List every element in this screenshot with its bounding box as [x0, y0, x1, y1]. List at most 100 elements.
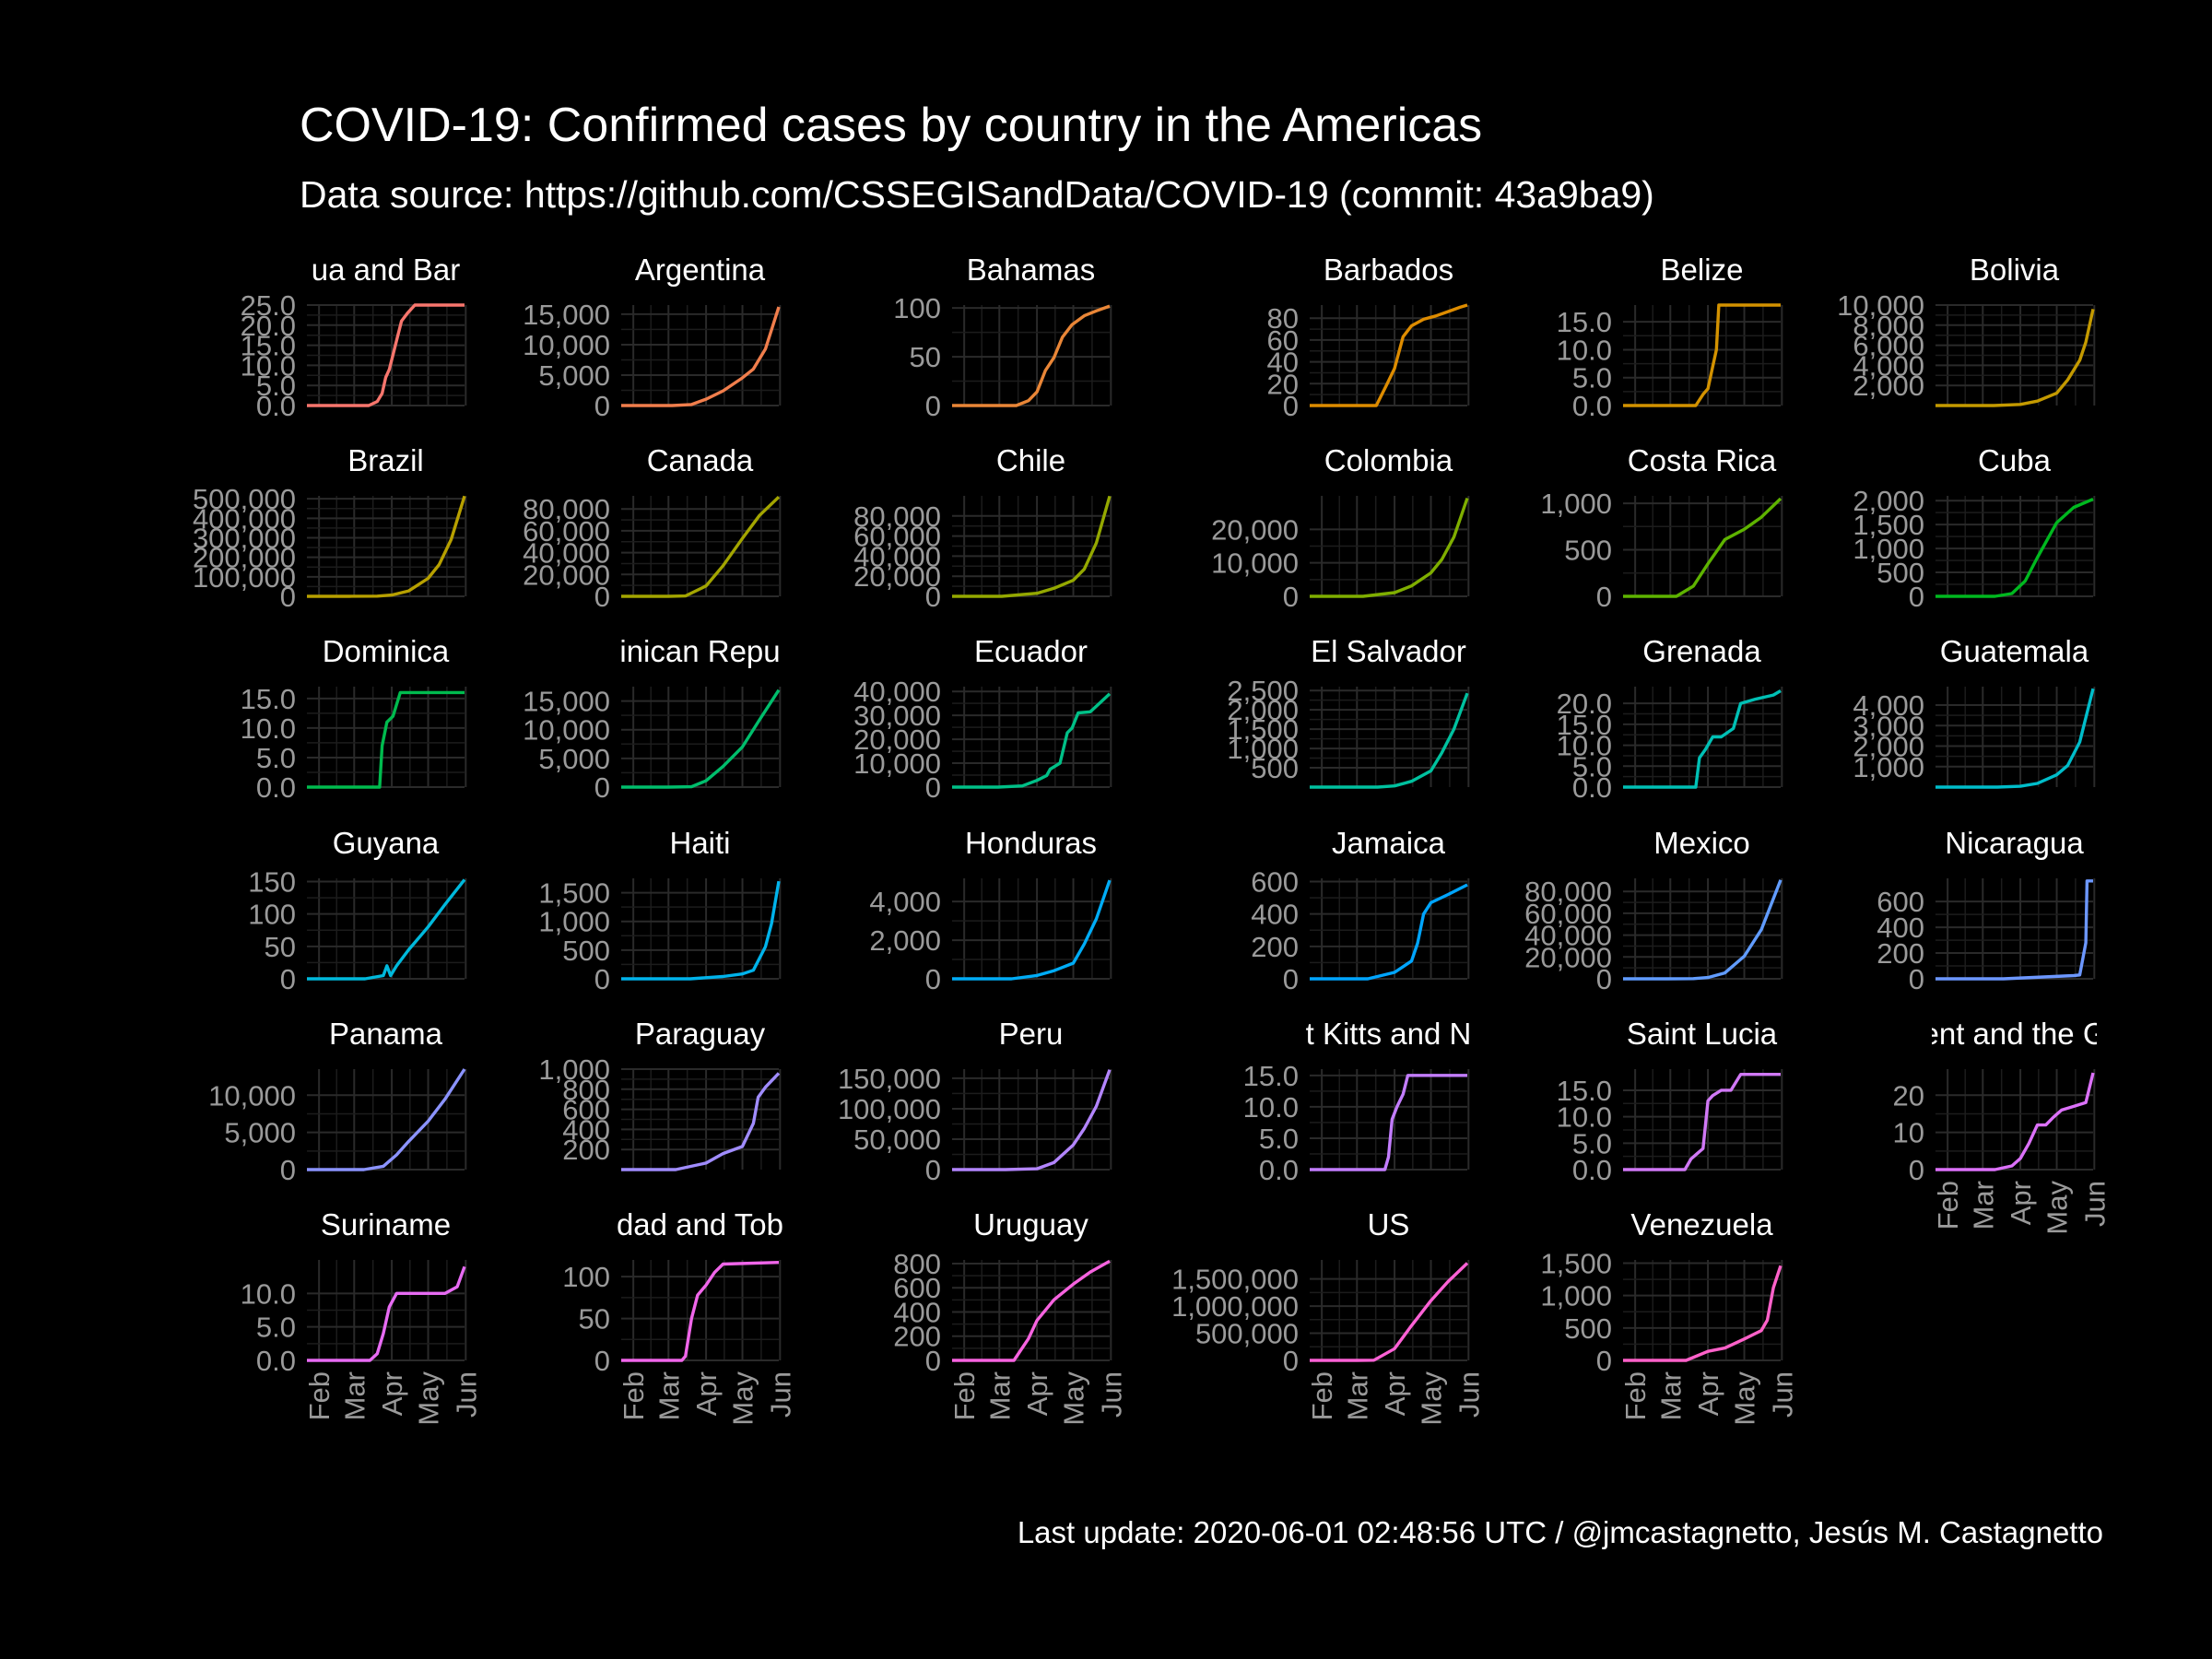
y-tick-label: 400: [1251, 899, 1299, 931]
panel-strip-label: Ecuador: [974, 634, 1088, 668]
panel-strip-label: Bahamas: [967, 253, 1095, 287]
panel-strip-label: Uruguay: [973, 1207, 1088, 1241]
y-tick-label: 20,000: [1211, 513, 1299, 546]
panel-strip-label: Venezuela: [1630, 1207, 1773, 1241]
panel-strip-label: Paraguay: [635, 1017, 766, 1051]
y-tick-label: 0.0: [256, 771, 296, 804]
x-tick-label: Feb: [1932, 1181, 1964, 1230]
y-tick-label: 600: [893, 1272, 941, 1304]
x-tick-label: May: [727, 1371, 759, 1426]
y-tick-label: 1,000: [1853, 751, 1924, 783]
x-tick-label: Jun: [764, 1371, 796, 1418]
y-tick-label: 1,000: [1853, 533, 1924, 565]
panel-10: 0 500 1,000 Costa Rica: [1540, 443, 1783, 613]
y-tick-label: 500,000: [1195, 1318, 1299, 1350]
y-tick-label: 1,500,000: [1171, 1264, 1299, 1296]
series-line: [952, 879, 1112, 981]
y-tick-label: 200: [893, 1321, 941, 1353]
y-tick-label: 800: [562, 1074, 610, 1106]
y-tick-label: 20.0: [1557, 688, 1612, 720]
panel-strip-label: Barbados: [1324, 253, 1453, 287]
series-line: [1310, 692, 1469, 789]
y-tick-label: 5.0: [1572, 1127, 1612, 1159]
panel-0: 0.05.010.015.020.025.0 ua and Bar: [241, 253, 467, 422]
panel-strip-label: Jamaica: [1332, 826, 1446, 860]
series-line: [621, 495, 781, 598]
series-line: [621, 1072, 781, 1171]
x-tick-label: Mar: [653, 1371, 685, 1420]
y-tick-label: 0.0: [1259, 1154, 1299, 1186]
series-line: [1310, 1074, 1467, 1171]
y-tick-label: 0: [280, 1154, 296, 1186]
panel-strip-label: Canada: [647, 443, 754, 477]
y-tick-label: 200,000: [193, 542, 296, 574]
x-tick-label: May: [413, 1371, 445, 1426]
panel-strip-label: inican Repu: [619, 634, 780, 668]
chart-title: COVID-19: Confirmed cases by country in …: [300, 99, 1482, 152]
y-tick-label: 15.0: [241, 330, 296, 362]
series-line: [621, 880, 781, 981]
series-line: [1936, 498, 2094, 598]
y-tick-label: 40,000: [853, 676, 941, 708]
y-tick-label: 1,000: [538, 906, 610, 938]
y-tick-label: 10,000: [208, 1079, 296, 1112]
y-tick-label: 2,000: [869, 924, 941, 957]
panel-strip-label: Panama: [329, 1017, 443, 1051]
y-tick-label: 1,000: [538, 1053, 610, 1086]
y-tick-label: 20: [1893, 1079, 1924, 1112]
panel-28: 0.05.010.015.0 Saint Lucia: [1557, 1017, 1783, 1186]
x-tick-label: Apr: [2005, 1181, 2037, 1225]
y-tick-label: 0: [594, 390, 610, 422]
y-tick-label: 10,000: [523, 329, 610, 361]
y-tick-label: 40,000: [1524, 920, 1612, 952]
panels-group: 0.05.010.015.020.025.0ua and Bar 05,00010…: [193, 253, 2111, 1426]
series-line: [1310, 497, 1469, 598]
series-line: [1623, 303, 1781, 407]
x-tick-label: Feb: [618, 1371, 650, 1420]
x-tick-label: Apr: [1379, 1371, 1411, 1416]
y-tick-label: 0: [1596, 581, 1612, 613]
y-tick-label: 4,000: [869, 886, 941, 918]
y-tick-label: 10.0: [1557, 334, 1612, 366]
series-line: [621, 688, 781, 789]
y-tick-label: 100: [893, 292, 941, 324]
chart-caption: Last update: 2020-06-01 02:48:56 UTC / @…: [1018, 1515, 2103, 1549]
x-tick-label: May: [1058, 1371, 1090, 1426]
x-tick-label: Jun: [1095, 1371, 1127, 1418]
y-tick-label: 5.0: [1572, 362, 1612, 394]
panel-strip-label: Guatemala: [1940, 634, 2089, 668]
panel-strip-label: Suriname: [321, 1207, 451, 1241]
panel-strip-label: Grenada: [1642, 634, 1761, 668]
y-tick-label: 80,000: [853, 500, 941, 533]
y-tick-label: 0: [925, 581, 941, 613]
panel-strip-label: El Salvador: [1311, 634, 1466, 668]
series-line: [1623, 1265, 1783, 1362]
y-tick-label: 150,000: [838, 1063, 941, 1095]
series-line: [1936, 1072, 2095, 1171]
x-tick-label: Feb: [948, 1371, 981, 1420]
y-tick-label: 15,000: [523, 299, 610, 331]
series-line: [307, 878, 466, 981]
panel-strip-label: Cuba: [1978, 443, 2052, 477]
y-tick-label: 15.0: [1243, 1060, 1299, 1092]
y-tick-label: 200: [1251, 931, 1299, 963]
panel-strip-label: Honduras: [965, 826, 1097, 860]
x-tick-label: Mar: [338, 1371, 371, 1420]
panel-strip-label: Saint Lucia: [1627, 1017, 1778, 1051]
series-line: [307, 690, 465, 789]
series-line: [307, 1265, 466, 1362]
series-line: [952, 1259, 1111, 1362]
y-tick-label: 10.0: [1243, 1091, 1299, 1124]
y-tick-label: 2,000: [1853, 731, 1924, 763]
y-tick-label: 400,000: [193, 502, 296, 535]
y-tick-label: 600: [1877, 886, 1924, 918]
